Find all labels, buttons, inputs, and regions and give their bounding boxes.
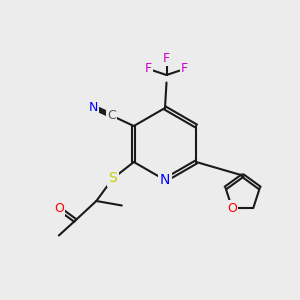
Text: O: O	[227, 202, 237, 214]
Text: O: O	[54, 202, 64, 215]
Text: N: N	[88, 100, 98, 114]
Text: F: F	[181, 62, 188, 76]
Text: F: F	[145, 62, 152, 76]
Text: C: C	[107, 109, 116, 122]
Text: S: S	[108, 172, 117, 185]
Text: F: F	[163, 52, 170, 65]
Text: N: N	[160, 173, 170, 187]
